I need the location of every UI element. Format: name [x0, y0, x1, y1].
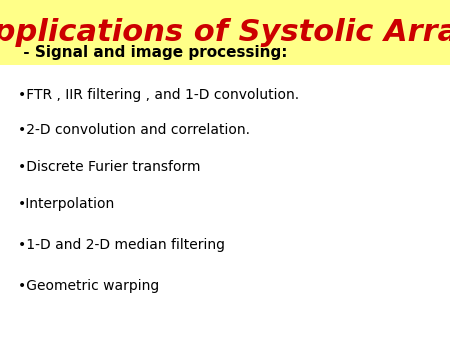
Text: •Geometric warping: •Geometric warping — [18, 279, 159, 293]
Text: •2-D convolution and correlation.: •2-D convolution and correlation. — [18, 123, 250, 137]
Bar — [0, 0, 450, 65]
Text: •FTR , IIR filtering , and 1-D convolution.: •FTR , IIR filtering , and 1-D convoluti… — [18, 88, 299, 102]
Text: •Discrete Furier transform: •Discrete Furier transform — [18, 160, 201, 174]
Text: Applications of Systolic Array: Applications of Systolic Array — [0, 18, 450, 47]
Text: •1-D and 2-D median filtering: •1-D and 2-D median filtering — [18, 238, 225, 252]
Text: •Interpolation: •Interpolation — [18, 197, 115, 212]
Text: - Signal and image processing:: - Signal and image processing: — [18, 45, 288, 60]
